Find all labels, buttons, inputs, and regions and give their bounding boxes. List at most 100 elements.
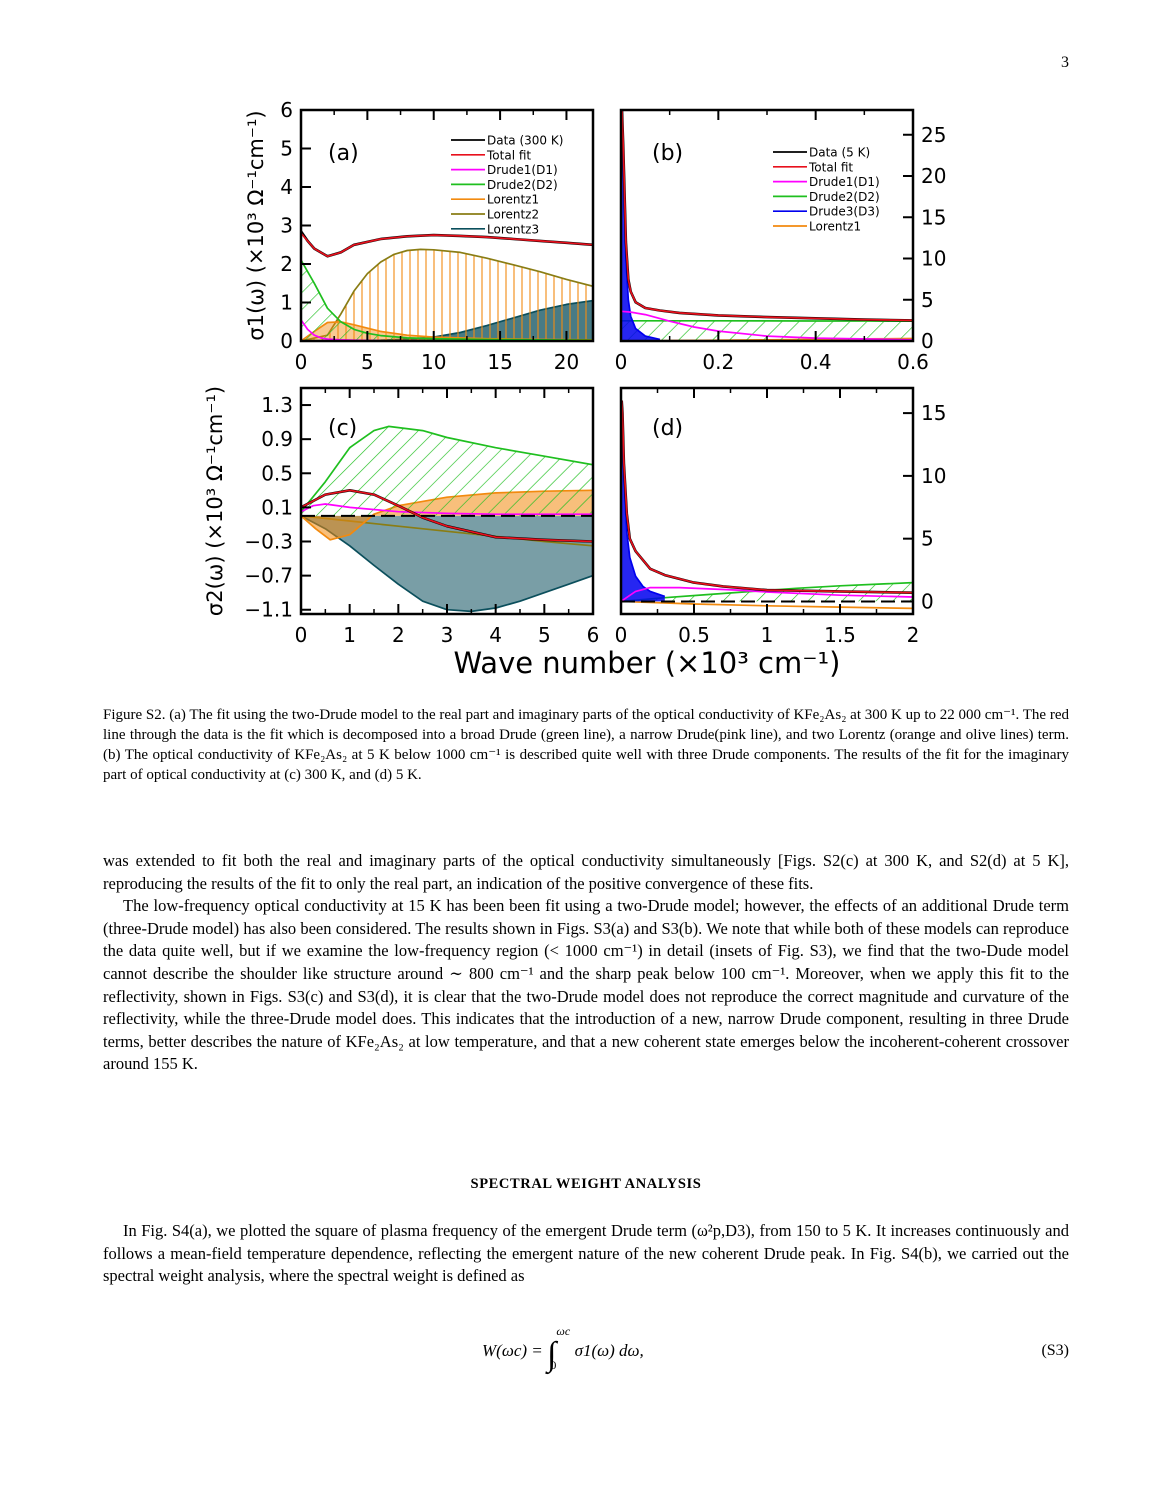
panel-c-plot-area	[301, 425, 593, 613]
x-tick-label: 2	[392, 623, 405, 647]
x-tick-label: 0	[615, 623, 628, 647]
panel-label: (d)	[652, 416, 683, 441]
area-drude2-d2	[301, 260, 593, 341]
x-tick-label: 6	[587, 623, 600, 647]
area-drude3-d3	[622, 118, 660, 341]
x-tick-label: 2	[907, 623, 920, 647]
legend-label: Lorentz1	[809, 220, 861, 234]
paragraph-2: The low-frequency optical conductivity a…	[103, 896, 1069, 1074]
y-tick-label: 3	[280, 214, 293, 238]
legend-label: Lorentz3	[487, 222, 539, 236]
x-tick-label: 0	[295, 350, 308, 374]
x-tick-label: 5	[538, 623, 551, 647]
legend-label: Drude3(D3)	[809, 205, 880, 219]
area-drude2-d2	[621, 320, 913, 341]
y-tick-label: 5	[921, 288, 934, 312]
paragraph-3-block: In Fig. S4(a), we plotted the square of …	[103, 1220, 1069, 1288]
paragraph-1: was extended to fit both the real and im…	[103, 851, 1069, 893]
y-tick-label: 0	[921, 329, 934, 353]
panel-label: (a)	[328, 141, 359, 166]
x-tick-label: 15	[487, 350, 512, 374]
legend-label: Drude1(D1)	[809, 175, 880, 189]
y-tick-label: 1.3	[261, 393, 293, 417]
legend-item-drude1-d1: Drude1(D1)	[451, 163, 558, 177]
legend-label: Lorentz1	[487, 193, 539, 207]
paragraph-3: In Fig. S4(a), we plotted the square of …	[103, 1221, 1069, 1286]
panel-label: (b)	[652, 141, 683, 166]
x-tick-label: 1	[761, 623, 774, 647]
equation-number: (S3)	[1041, 1342, 1069, 1359]
x-tick-label: 1	[343, 623, 356, 647]
legend-item-total-fit: Total fit	[451, 148, 531, 162]
legend-item-lorentz2: Lorentz2	[451, 208, 539, 222]
panel-a-plot-area	[301, 230, 593, 341]
x-tick-label: 10	[421, 350, 446, 374]
series-total-fit	[621, 400, 913, 594]
y-tick-label: 2	[280, 252, 293, 276]
legend-item-lorentz1: Lorentz1	[773, 220, 861, 234]
y-tick-label: 6	[280, 98, 293, 122]
legend-label: Total fit	[808, 160, 853, 174]
equation-s3: W(ωc) = ∫ ωc 0 σ1(ω) dω, (S3)	[0, 1324, 1163, 1380]
x-tick-label: 0.2	[702, 350, 734, 374]
integral-upper-limit: ωc	[556, 1324, 571, 1338]
integral-lower-limit: 0	[550, 1358, 557, 1372]
figure-caption: Figure S2. (a) The fit using the two-Dru…	[103, 707, 1069, 783]
panel-label: (c)	[328, 416, 357, 441]
x-tick-label: 20	[554, 350, 579, 374]
legend-label: Total fit	[486, 148, 531, 162]
y-tick-label: 0.1	[261, 495, 293, 519]
legend-item-data-300-k: Data (300 K)	[451, 134, 563, 148]
equation-rhs: σ1(ω) dω,	[570, 1341, 644, 1360]
series-total-fit	[301, 232, 593, 258]
legend-label: Drude2(D2)	[809, 190, 880, 204]
x-tick-label: 1.5	[824, 623, 856, 647]
legend-label: Lorentz2	[487, 208, 539, 222]
area-drude3-d3	[621, 400, 665, 602]
legend-label: Drude1(D1)	[487, 163, 558, 177]
panel-a: 0 5 10 15 20 0 1 2 3 4 5 6 (a) σ1(ω) (×10³ Ω⁻¹cm⁻¹) Da…	[244, 98, 595, 374]
y-tick-label: −1.1	[244, 598, 293, 622]
series-drude1-d1	[301, 503, 593, 516]
y-tick-label: 0	[280, 329, 293, 353]
y-tick-label: −0.3	[244, 530, 293, 554]
legend-item-total-fit: Total fit	[773, 160, 853, 174]
x-axis-label: Wave number (×10³ cm⁻¹)	[453, 646, 840, 680]
y-tick-label: 0.9	[261, 427, 293, 451]
legend-item-lorentz1: Lorentz1	[451, 193, 539, 207]
y-tick-label: −0.7	[244, 564, 293, 588]
y-axis-label: σ1(ω) (×10³ Ω⁻¹cm⁻¹)	[244, 110, 268, 340]
x-tick-label: 0.6	[897, 350, 929, 374]
y-tick-label: 20	[921, 164, 946, 188]
series-drude1-d1	[621, 310, 913, 341]
y-tick-label: 5	[921, 527, 934, 551]
series-lorentz2	[301, 248, 593, 341]
paragraph-continuation: was extended to fit both the real and im…	[103, 850, 1069, 1076]
y-axis-label: σ2(ω) (×10³ Ω⁻¹cm⁻¹)	[203, 386, 227, 616]
y-tick-label: 15	[921, 205, 946, 229]
area-lorentz2	[301, 249, 593, 341]
y-tick-label: 15	[921, 401, 946, 425]
equation-body: W(ωc) = ∫ ωc 0 σ1(ω) dω,	[482, 1324, 644, 1374]
legend-item-drude2-d2: Drude2(D2)	[451, 178, 558, 192]
page-number: 3	[1061, 54, 1069, 71]
x-tick-label: 0.5	[678, 623, 710, 647]
legend-item-lorentz3: Lorentz3	[451, 222, 539, 236]
equation-lhs: W(ωc) =	[482, 1341, 548, 1360]
y-tick-label: 1	[280, 291, 293, 315]
series-total-fit	[621, 110, 913, 322]
section-heading: SPECTRAL WEIGHT ANALYSIS	[470, 1176, 702, 1192]
legend-item-data-5-k: Data (5 K)	[773, 146, 870, 160]
y-tick-label: 25	[921, 123, 946, 147]
series-drude1-d1	[621, 586, 913, 603]
y-tick-label: 10	[921, 464, 946, 488]
legend-label: Drude2(D2)	[487, 178, 558, 192]
legend-item-drude2-d2: Drude2(D2)	[773, 190, 880, 204]
y-tick-label: 0	[921, 589, 934, 613]
series-drude2-d2	[301, 259, 593, 341]
panel-b-plot-area	[621, 110, 913, 341]
x-tick-label: 4	[489, 623, 502, 647]
